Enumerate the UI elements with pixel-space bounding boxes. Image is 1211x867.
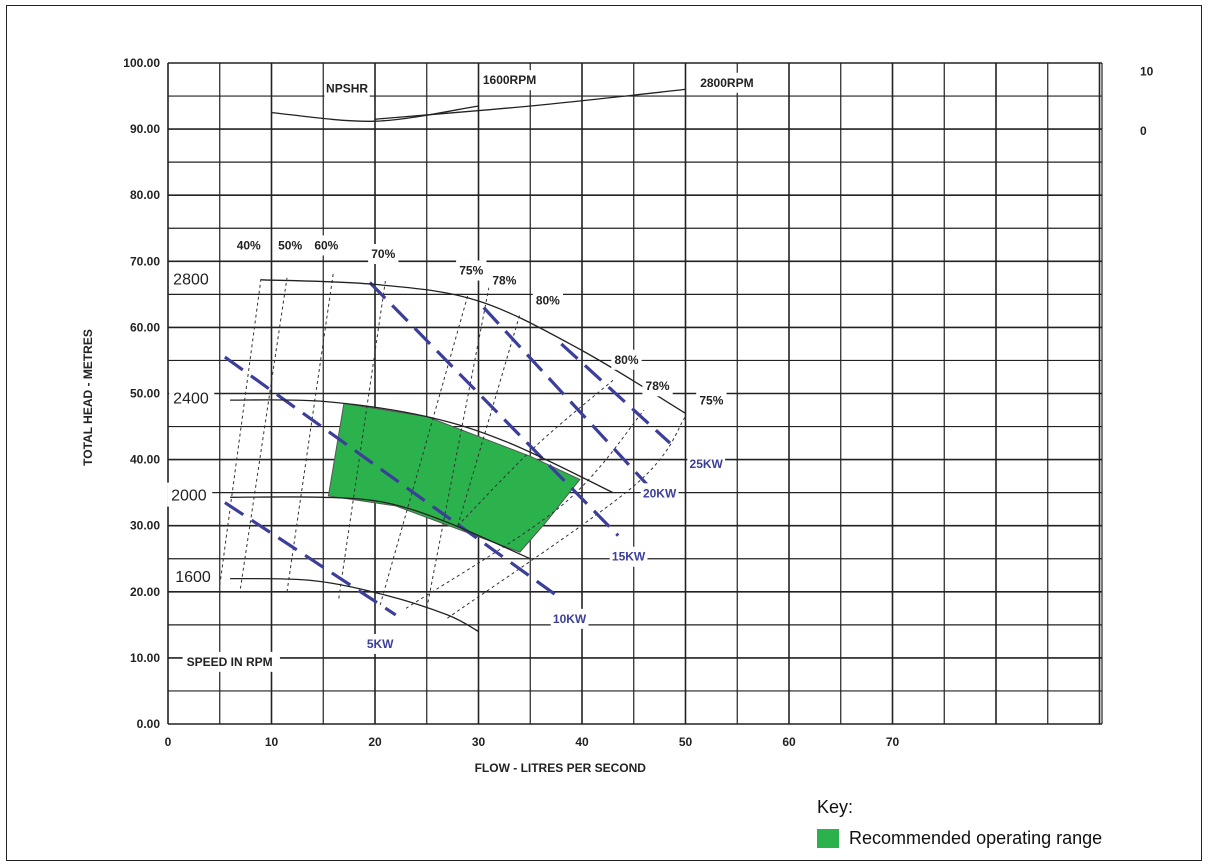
legend-item: Recommended operating range — [817, 828, 1102, 849]
speed-label-2800-bg — [169, 266, 215, 291]
speed-curve — [230, 399, 614, 494]
y-tick-label: 50.00 — [130, 387, 160, 401]
power-label-20kw: 20KW — [643, 486, 677, 500]
y-tick-label: 100.00 — [123, 56, 160, 70]
speed-label-2000-bg — [167, 482, 213, 507]
speed-label-2400: 2400 — [173, 390, 209, 407]
npshr-label-1600rpm-bg — [479, 70, 540, 91]
power-line — [482, 306, 656, 494]
power-label-5kw: 5KW — [367, 637, 394, 651]
right-axis-tick-label: 10 — [1140, 65, 1154, 79]
power-line — [368, 281, 620, 537]
y-axis-title: TOTAL HEAD - METRES — [81, 329, 95, 466]
efficiency-label: 78% — [646, 379, 670, 393]
y-tick-label: 90.00 — [130, 122, 160, 136]
x-tick-label: 70 — [886, 735, 900, 749]
speed-label-1600: 1600 — [175, 569, 211, 586]
efficiency-label: 75% — [699, 394, 723, 408]
npshr-label: NPSHR — [326, 82, 368, 96]
y-tick-label: 60.00 — [130, 320, 160, 334]
legend-title: Key: — [817, 797, 854, 817]
y-tick-label: 0.00 — [137, 717, 161, 731]
legend: Key: Recommended operating range — [817, 797, 1102, 849]
x-tick-label: 0 — [165, 735, 172, 749]
efficiency-label-bg — [696, 390, 727, 411]
power-label-25kw-bg — [687, 454, 726, 475]
efficiency-label-bg — [642, 376, 673, 397]
y-tick-label: 70.00 — [130, 254, 160, 268]
power-label-15kw-bg — [609, 546, 648, 567]
power-label-20kw-bg — [640, 483, 679, 504]
npshr-label-bg — [324, 78, 370, 99]
speed-curve — [230, 577, 479, 633]
efficiency-label: 80% — [536, 293, 560, 307]
efficiency-label: 70% — [371, 247, 395, 261]
efficiency-line — [286, 271, 335, 592]
efficiency-label-bg — [611, 349, 642, 370]
legend-item-label: Recommended operating range — [849, 828, 1103, 848]
npshr-label-2800rpm: 2800RPM — [700, 76, 753, 90]
efficiency-label-bg — [456, 260, 487, 281]
x-tick-label: 40 — [575, 735, 589, 749]
power-label-10kw: 10KW — [553, 612, 587, 626]
power-line — [223, 355, 558, 597]
efficiency-line — [219, 277, 262, 586]
npshr-label-2800rpm-bg — [696, 72, 757, 93]
power-line — [560, 342, 672, 445]
power-line — [224, 501, 397, 617]
npshr-curve — [374, 88, 686, 120]
x-tick-label: 20 — [368, 735, 382, 749]
power-label-10kw-bg — [550, 608, 589, 629]
efficiency-label: 50% — [278, 238, 302, 252]
speed-curve — [261, 279, 686, 414]
speed-in-rpm-label-bg — [182, 651, 280, 672]
y-tick-label: 80.00 — [130, 188, 160, 202]
efficiency-label-bg — [368, 243, 399, 264]
efficiency-line — [447, 416, 686, 619]
speed-curve — [230, 496, 531, 560]
power-label-25kw: 25KW — [690, 457, 724, 471]
power-label-5kw-bg — [365, 633, 396, 654]
y-tick-label: 30.00 — [130, 519, 160, 533]
efficiency-label: 60% — [314, 238, 338, 252]
efficiency-label: 80% — [614, 353, 638, 367]
x-tick-label: 30 — [472, 735, 486, 749]
efficiency-label-bg — [233, 235, 264, 256]
efficiency-line — [457, 379, 614, 527]
efficiency-line — [379, 294, 469, 606]
efficiency-label: 40% — [237, 238, 261, 252]
x-tick-label: 60 — [782, 735, 796, 749]
legend-swatch — [817, 829, 839, 848]
right-axis-tick-label: 0 — [1140, 124, 1147, 138]
speed-label-2800: 2800 — [173, 271, 209, 288]
efficiency-label-bg — [311, 235, 342, 256]
efficiency-label-bg — [489, 270, 520, 291]
speed-label-1600-bg — [171, 563, 217, 588]
x-tick-label: 10 — [265, 735, 279, 749]
y-tick-label: 10.00 — [130, 651, 160, 665]
speed-label-2400-bg — [169, 385, 215, 410]
chart-frame — [6, 5, 1202, 861]
y-tick-label: 20.00 — [130, 585, 160, 599]
efficiency-label: 78% — [492, 273, 516, 287]
npshr-label-1600rpm: 1600RPM — [483, 73, 536, 87]
efficiency-line — [239, 277, 288, 589]
efficiency-label-bg — [532, 290, 564, 311]
efficiency-label: 75% — [459, 264, 483, 278]
efficiency-line — [457, 314, 521, 526]
speed-in-rpm-label: SPEED IN RPM — [187, 655, 273, 669]
y-tick-label: 40.00 — [130, 453, 160, 467]
x-tick-label: 50 — [679, 735, 693, 749]
npshr-curve — [271, 105, 479, 122]
power-label-15kw: 15KW — [612, 550, 646, 564]
efficiency-line — [426, 287, 490, 609]
recommended-range-area — [327, 402, 581, 553]
efficiency-label-bg — [274, 235, 306, 256]
x-axis-title: FLOW - LITRES PER SECOND — [475, 761, 647, 775]
speed-label-2000: 2000 — [171, 488, 207, 505]
